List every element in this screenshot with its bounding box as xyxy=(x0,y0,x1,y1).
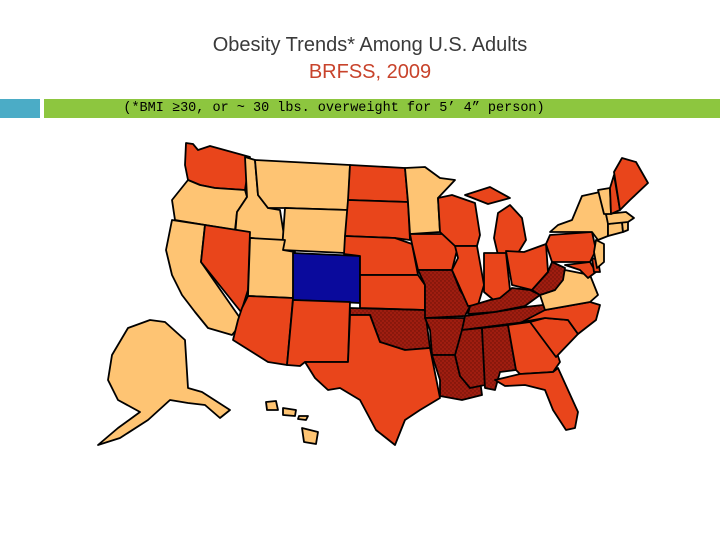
title-line-1: Obesity Trends* Among U.S. Adults xyxy=(212,34,528,56)
state-colorado[interactable] xyxy=(292,252,361,304)
state-alaska[interactable] xyxy=(97,319,231,446)
state-new-york[interactable] xyxy=(549,191,609,241)
state-north-dakota[interactable] xyxy=(347,164,409,203)
state-florida[interactable] xyxy=(494,367,579,431)
state-maine[interactable] xyxy=(613,157,649,211)
state-pennsylvania[interactable] xyxy=(545,231,597,263)
state-michigan[interactable] xyxy=(464,186,527,256)
state-wisconsin[interactable] xyxy=(437,194,481,247)
state-rhode-island[interactable] xyxy=(621,221,629,233)
state-maryland[interactable] xyxy=(564,261,597,279)
title-line-2: BRFSS, 2009 xyxy=(308,61,432,83)
state-hawaii[interactable] xyxy=(265,400,319,445)
state-montana[interactable] xyxy=(254,159,351,211)
state-west-virginia[interactable] xyxy=(531,261,566,296)
state-new-jersey[interactable] xyxy=(593,239,605,269)
state-kansas[interactable] xyxy=(359,274,426,311)
state-texas[interactable] xyxy=(304,314,441,446)
accent-bar-green xyxy=(44,99,720,118)
state-massachusetts[interactable] xyxy=(605,211,635,225)
us-obesity-map xyxy=(97,142,649,446)
state-wyoming[interactable] xyxy=(281,207,349,254)
subtitle: (*BMI ≥30, or ~ 30 lbs. overweight for 5… xyxy=(123,101,545,116)
state-south-dakota[interactable] xyxy=(344,199,411,241)
accent-bar-teal xyxy=(0,99,40,118)
state-new-mexico[interactable] xyxy=(286,299,351,367)
state-arizona[interactable] xyxy=(232,295,294,366)
